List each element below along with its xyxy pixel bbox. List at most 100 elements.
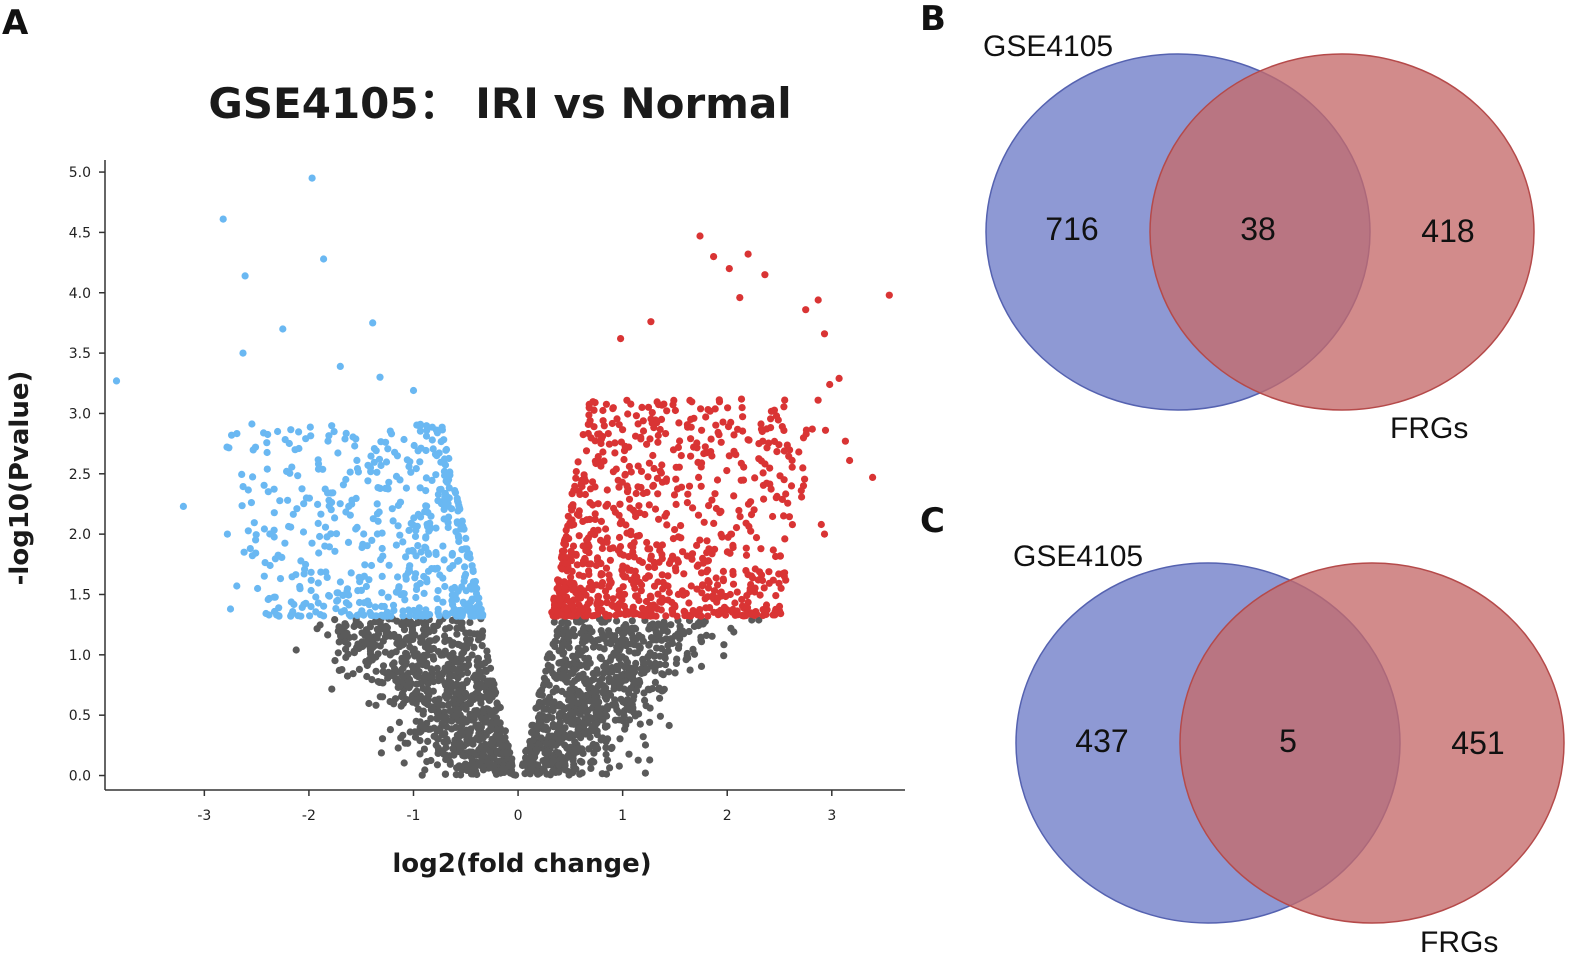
ns-point bbox=[420, 745, 428, 753]
down-point bbox=[432, 524, 440, 532]
down-point bbox=[446, 468, 454, 476]
x-tick-label: -2 bbox=[302, 808, 316, 824]
up-point bbox=[619, 562, 627, 570]
ns-point bbox=[477, 660, 485, 668]
ns-point bbox=[412, 717, 420, 725]
ns-point bbox=[442, 743, 450, 752]
ns-point bbox=[411, 689, 419, 697]
ns-point bbox=[627, 640, 635, 648]
up-point bbox=[672, 475, 680, 483]
down-point bbox=[353, 456, 361, 464]
ns-point bbox=[444, 660, 452, 668]
ns-point bbox=[480, 705, 488, 713]
ns-point bbox=[727, 624, 735, 633]
ns-point bbox=[644, 685, 652, 693]
up-point bbox=[656, 425, 664, 434]
up-point bbox=[744, 500, 753, 508]
y-tick-label: 0.5 bbox=[69, 708, 91, 724]
ns-point bbox=[410, 651, 418, 659]
up-point bbox=[723, 548, 732, 556]
down-point bbox=[377, 461, 385, 470]
down-point bbox=[404, 606, 413, 614]
up-point bbox=[586, 417, 594, 425]
up-point bbox=[574, 458, 582, 466]
down-point bbox=[352, 494, 360, 502]
up-point bbox=[645, 563, 653, 571]
up-point bbox=[623, 482, 631, 490]
ns-point bbox=[607, 631, 615, 639]
up-point bbox=[703, 537, 711, 545]
ns-point bbox=[366, 623, 374, 631]
down-point bbox=[412, 585, 421, 594]
ns-point bbox=[508, 755, 516, 763]
up-point bbox=[785, 452, 793, 460]
down-point bbox=[260, 481, 268, 489]
down-point bbox=[369, 319, 377, 327]
venn-b-intersection-count: 38 bbox=[1240, 211, 1276, 247]
ns-point bbox=[593, 669, 602, 677]
up-point bbox=[651, 563, 659, 572]
down-point bbox=[360, 611, 368, 619]
ns-point bbox=[602, 744, 610, 752]
ns-point bbox=[463, 644, 471, 652]
ns-point bbox=[586, 659, 594, 667]
down-point bbox=[420, 572, 428, 581]
ns-point bbox=[378, 735, 387, 743]
ns-point bbox=[613, 617, 621, 625]
ns-point bbox=[587, 764, 595, 773]
ns-point bbox=[649, 620, 657, 628]
up-point bbox=[695, 606, 704, 614]
down-point bbox=[334, 449, 342, 457]
up-point bbox=[679, 548, 687, 556]
ns-point bbox=[641, 696, 649, 705]
up-point bbox=[756, 591, 764, 599]
down-point bbox=[460, 525, 468, 533]
ns-point bbox=[441, 692, 449, 700]
ns-point bbox=[450, 751, 458, 759]
up-point bbox=[671, 406, 680, 415]
ns-point bbox=[418, 656, 426, 664]
up-point bbox=[757, 545, 765, 553]
down-point bbox=[295, 428, 303, 436]
down-point bbox=[414, 542, 422, 550]
ns-point bbox=[595, 636, 603, 644]
ns-point bbox=[490, 685, 498, 693]
ns-point bbox=[602, 738, 610, 746]
down-point bbox=[423, 578, 431, 586]
ns-point bbox=[324, 631, 332, 639]
down-point bbox=[270, 509, 278, 517]
down-point bbox=[422, 446, 430, 455]
down-point bbox=[361, 561, 369, 569]
up-point bbox=[665, 588, 673, 597]
up-point bbox=[705, 578, 713, 587]
up-point bbox=[747, 527, 755, 535]
up-point bbox=[591, 611, 599, 620]
ns-point bbox=[454, 764, 463, 772]
up-point bbox=[605, 612, 613, 620]
down-point bbox=[317, 510, 325, 518]
up-point bbox=[721, 611, 730, 619]
ns-point bbox=[341, 638, 349, 646]
ns-point bbox=[386, 651, 394, 659]
down-point bbox=[284, 496, 292, 504]
down-point bbox=[378, 544, 386, 553]
down-point bbox=[287, 426, 295, 434]
venn-b-right-circle bbox=[1149, 53, 1535, 411]
ns-point bbox=[545, 693, 554, 702]
up-point bbox=[729, 541, 737, 550]
up-point bbox=[561, 553, 569, 562]
up-point bbox=[654, 578, 662, 586]
up-point bbox=[616, 543, 625, 551]
ns-point bbox=[618, 635, 626, 643]
ns-point bbox=[473, 709, 481, 717]
up-point bbox=[712, 574, 720, 582]
up-point bbox=[713, 581, 722, 589]
up-point bbox=[755, 455, 763, 463]
down-point bbox=[281, 539, 289, 547]
down-point bbox=[345, 591, 353, 599]
up-point bbox=[662, 477, 670, 485]
down-point bbox=[248, 420, 256, 428]
ns-point bbox=[499, 764, 507, 772]
down-point bbox=[223, 530, 231, 538]
down-point bbox=[413, 421, 421, 429]
